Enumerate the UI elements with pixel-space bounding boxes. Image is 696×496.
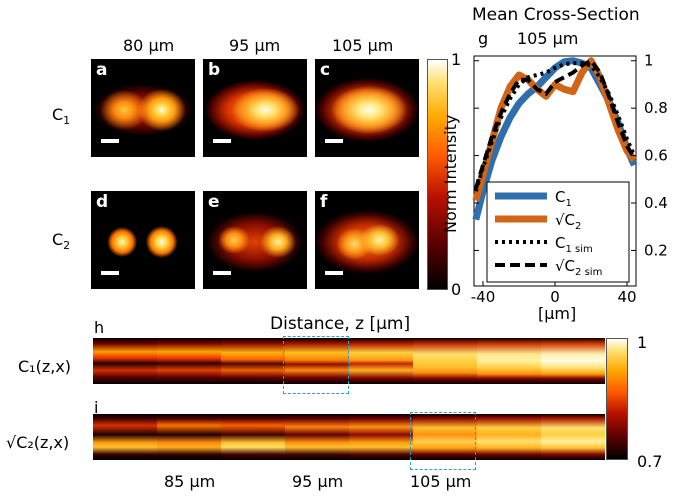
chart-title: Mean Cross-Section [472, 5, 640, 25]
scale-bar [213, 139, 231, 143]
column-label-80: 80 μm [123, 36, 175, 55]
scale-bar [101, 139, 119, 143]
chart-subtitle: 105 μm [517, 29, 579, 48]
scale-bar [101, 271, 119, 275]
image-panel-d: d [91, 191, 195, 289]
colorbar-bottom-max: 1 [637, 333, 648, 352]
colorbar-top [427, 59, 448, 290]
chart-xlabel: [μm] [538, 304, 577, 323]
column-label-105: 105 μm [332, 36, 394, 55]
y-tick-label-right: 0.4 [644, 194, 668, 212]
legend-entry-1: √C2 [555, 211, 581, 232]
panel-letter-h: h [94, 318, 105, 337]
z-tick-105: 105 μm [410, 472, 472, 491]
scale-bar [325, 271, 343, 275]
image-panel-c: c [315, 59, 419, 157]
image-panel-a: a [91, 59, 195, 157]
colorbar-top-min: 0 [451, 280, 462, 299]
strip-c1 [93, 338, 605, 384]
z-tick-95: 95 μm [292, 472, 344, 491]
image-panel-e: e [203, 191, 307, 289]
image-panel-f: f [315, 191, 419, 289]
chart-panel-letter: g [478, 29, 489, 48]
y-tick-label-right: 0.8 [644, 99, 668, 117]
region-box-105 [410, 412, 476, 470]
y-tick-label-right: 1 [644, 52, 654, 70]
column-label-95: 95 μm [229, 36, 281, 55]
row-label-c2: C2 [52, 230, 71, 253]
y-tick-label-right: 0.2 [644, 241, 668, 259]
y-tick-label-right: 0.6 [644, 147, 668, 165]
row-label-c1: C1 [52, 105, 71, 128]
legend-entry-3: √C2 sim [555, 257, 602, 278]
strip-c2 [93, 414, 605, 460]
legend-entry-0: C1 [555, 188, 572, 209]
image-panel-b: b [203, 59, 307, 157]
series-line-3 [473, 58, 636, 190]
scale-bar [325, 139, 343, 143]
region-box-95 [283, 336, 349, 394]
row-label-i: √C₂(z,x) [6, 433, 70, 452]
x-tick-label: 40 [617, 288, 636, 306]
colorbar-top-max: 1 [451, 50, 462, 69]
x-tick-label: -40 [471, 288, 496, 306]
legend-entry-2: C1 sim [555, 234, 593, 255]
bottom-xlabel: Distance, z [μm] [270, 314, 411, 334]
z-tick-85: 85 μm [164, 472, 216, 491]
colorbar-bottom [606, 338, 628, 460]
series-line-1 [472, 57, 637, 202]
x-tick-label: 0 [550, 288, 560, 306]
panel-letter-i: i [94, 398, 99, 417]
row-label-h: C₁(z,x) [18, 357, 72, 376]
scale-bar [213, 271, 231, 275]
colorbar-bottom-min: 0.7 [637, 452, 663, 471]
